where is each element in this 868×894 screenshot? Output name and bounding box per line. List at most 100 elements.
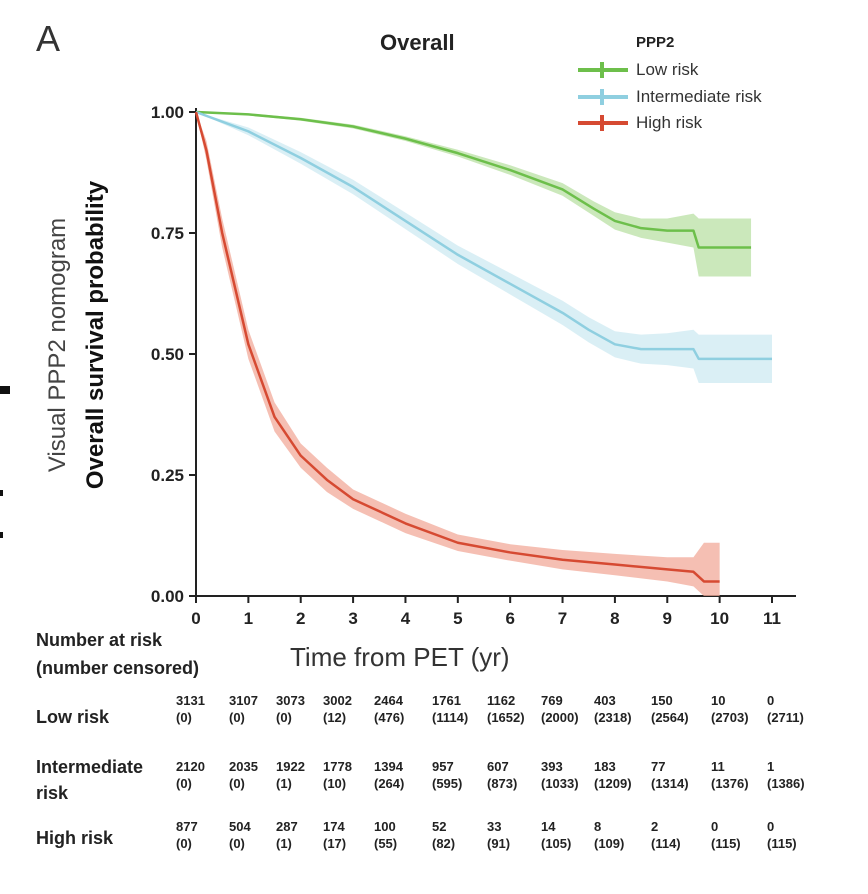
- risk-censored-value: (2318): [594, 710, 632, 725]
- risk-cell: 3107 (0): [229, 692, 258, 726]
- risk-censored-value: (0): [176, 710, 192, 725]
- risk-at-risk-value: 403: [594, 693, 616, 708]
- risk-censored-value: (91): [487, 836, 511, 851]
- risk-cell: 183 (1209): [594, 758, 632, 792]
- risk-at-risk-value: 150: [651, 693, 673, 708]
- x-tick-label: 0: [191, 609, 200, 628]
- x-tick-label: 9: [663, 609, 672, 628]
- risk-censored-value: (1652): [487, 710, 525, 725]
- x-tick-label: 4: [401, 609, 411, 628]
- risk-cell: 1778 (10): [323, 758, 352, 792]
- ci-band-low-risk: [196, 112, 752, 277]
- risk-at-risk-value: 2120: [176, 759, 205, 774]
- legend-item-high-risk: High risk: [578, 113, 702, 133]
- risk-censored-value: (0): [176, 836, 192, 851]
- x-tick-label: 5: [453, 609, 462, 628]
- side-mark: [0, 490, 3, 496]
- risk-cell: 2120 (0): [176, 758, 205, 792]
- x-tick-label: 2: [296, 609, 305, 628]
- legend-swatch-low: [578, 60, 628, 80]
- risk-cell: 607 (873): [487, 758, 517, 792]
- risk-at-risk-value: 1394: [374, 759, 403, 774]
- risk-censored-value: (105): [541, 836, 572, 851]
- risk-at-risk-value: 1162: [487, 693, 516, 708]
- survival-line-intermediate-risk: [195, 110, 772, 361]
- risk-at-risk-value: 877: [176, 819, 198, 834]
- risk-at-risk-value: 0: [711, 819, 719, 834]
- risk-censored-value: (0): [176, 776, 192, 791]
- risk-cell: 504 (0): [229, 818, 251, 852]
- risk-cell: 1394 (264): [374, 758, 404, 792]
- risk-cell: 403 (2318): [594, 692, 632, 726]
- risk-censored-value: (1386): [767, 776, 805, 791]
- x-tick-label: 3: [348, 609, 357, 628]
- risk-row-label-low: Low risk: [36, 707, 110, 727]
- risk-cell: 0 (115): [711, 818, 741, 852]
- x-tick-label: 7: [558, 609, 567, 628]
- risk-at-risk-value: 393: [541, 759, 563, 774]
- risk-censored-value: (115): [767, 836, 797, 851]
- risk-cell: 769 (2000): [541, 692, 579, 726]
- risk-censored-value: (0): [229, 710, 245, 725]
- risk-cell: 957 (595): [432, 758, 462, 792]
- risk-censored-value: (1): [276, 836, 292, 851]
- risk-row-label-high: High risk: [36, 828, 114, 848]
- risk-cell: 11 (1376): [711, 758, 749, 792]
- risk-table-header-line1: Number at risk: [36, 630, 163, 650]
- x-tick-label: 11: [763, 609, 781, 628]
- risk-cell: 393 (1033): [541, 758, 579, 792]
- risk-at-risk-value: 10: [711, 693, 726, 708]
- risk-cell: 2 (114): [651, 818, 681, 852]
- risk-censored-value: (2000): [541, 710, 579, 725]
- risk-cell: 100 (55): [374, 818, 397, 852]
- y-tick-label: 0.75: [151, 224, 184, 243]
- risk-censored-value: (264): [374, 776, 405, 791]
- legend-item-low-risk: Low risk: [578, 60, 698, 80]
- risk-censored-value: (1114): [432, 710, 469, 725]
- risk-table-header: Number at risk (number censored): [36, 626, 199, 682]
- y-tick-label: 0.25: [151, 466, 184, 485]
- risk-at-risk-value: 14: [541, 819, 556, 834]
- risk-at-risk-value: 0: [767, 693, 775, 708]
- side-mark: [0, 386, 10, 394]
- risk-at-risk-value: 504: [229, 819, 251, 834]
- x-tick-label: 6: [505, 609, 514, 628]
- x-tick-label: 10: [710, 609, 729, 628]
- risk-at-risk-value: 769: [541, 693, 563, 708]
- risk-at-risk-value: 1: [767, 759, 775, 774]
- risk-at-risk-value: 1922: [276, 759, 305, 774]
- legend-swatch-high: [578, 113, 628, 133]
- risk-cell: 77 (1314): [651, 758, 689, 792]
- y-tick-label: 1.00: [151, 103, 184, 122]
- survival-line-low-risk: [195, 110, 752, 249]
- risk-cell: 1922 (1): [276, 758, 305, 792]
- legend-label-intermediate: Intermediate risk: [636, 87, 762, 106]
- risk-censored-value: (2564): [651, 710, 689, 725]
- risk-at-risk-value: 3131: [176, 693, 205, 708]
- risk-censored-value: (114): [651, 836, 681, 851]
- risk-censored-value: (0): [276, 710, 292, 725]
- x-axis-label: Time from PET (yr): [290, 642, 510, 672]
- risk-cell: 150 (2564): [651, 692, 689, 726]
- risk-censored-value: (595): [432, 776, 463, 791]
- survival-line-high-risk: [194, 111, 720, 583]
- risk-at-risk-value: 77: [651, 759, 666, 774]
- risk-at-risk-value: 100: [374, 819, 396, 834]
- risk-censored-value: (12): [323, 710, 347, 725]
- risk-at-risk-value: 607: [487, 759, 509, 774]
- risk-row-label-intermediate: Intermediate risk: [36, 754, 143, 806]
- risk-at-risk-value: 2035: [229, 759, 258, 774]
- legend-label-high: High risk: [636, 113, 703, 132]
- risk-censored-value: (10): [323, 776, 347, 791]
- risk-cell: 2035 (0): [229, 758, 258, 792]
- risk-at-risk-value: 3107: [229, 693, 258, 708]
- risk-cell: 174 (17): [323, 818, 346, 852]
- risk-at-risk-value: 1778: [323, 759, 352, 774]
- risk-at-risk-value: 2: [651, 819, 659, 834]
- legend-label-low: Low risk: [636, 60, 699, 79]
- x-tick-label: 8: [610, 609, 619, 628]
- legend-item-intermediate-risk: Intermediate risk: [578, 87, 762, 107]
- risk-cell: 52 (82): [432, 818, 455, 852]
- risk-censored-value: (0): [229, 836, 245, 851]
